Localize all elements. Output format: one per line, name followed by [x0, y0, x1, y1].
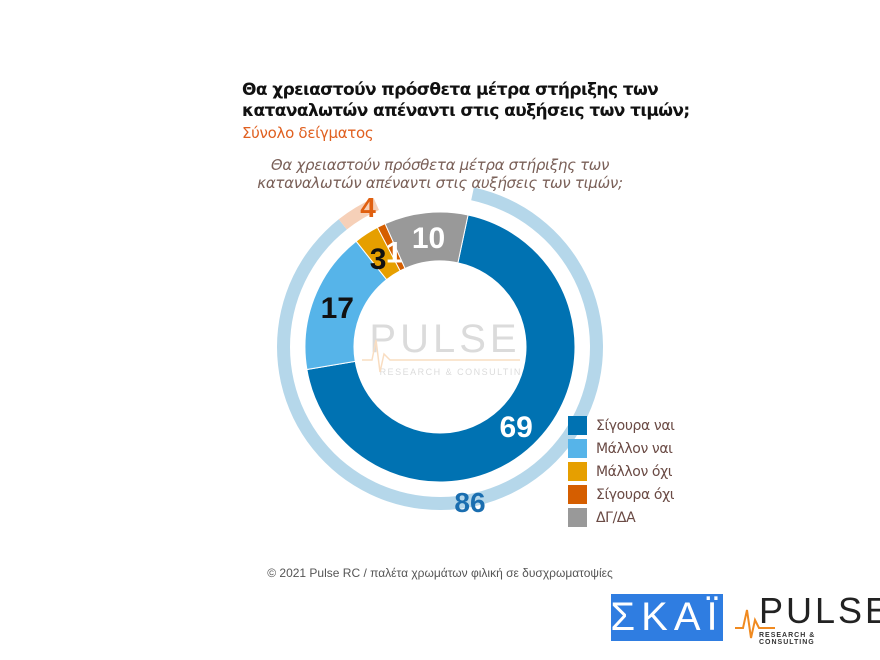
inner-slice: [384, 211, 469, 270]
legend-label: Σίγουρα ναι: [596, 417, 675, 434]
legend-label: Μάλλον ναι: [596, 440, 673, 457]
legend-swatch: [568, 416, 587, 435]
outer-data-label: 4: [360, 192, 376, 223]
legend-item: Σίγουρα ναι: [568, 414, 675, 437]
skai-logo-text: ΣΚΑΪ: [610, 595, 724, 639]
legend-item: ΔΓ/ΔΑ: [568, 506, 675, 529]
inner-data-label: 69: [499, 411, 532, 444]
pulse-logo-text: PULSE: [759, 590, 880, 631]
legend-swatch: [568, 485, 587, 504]
page-title: Θα χρειαστούν πρόσθετα μέτρα στήριξης τω…: [242, 80, 690, 122]
legend-item: Μάλλον όχι: [568, 460, 675, 483]
legend-label: Μάλλον όχι: [596, 463, 673, 480]
legend-label: ΔΓ/ΔΑ: [596, 509, 636, 526]
legend-swatch: [568, 439, 587, 458]
outer-slice: [338, 198, 379, 230]
pulse-wave-icon: [735, 609, 775, 639]
inner-data-label: 17: [321, 292, 354, 325]
outer-data-label: 86: [454, 487, 485, 518]
chart-title-line: καταναλωτών απέναντι στις αυξήσεις των τ…: [257, 174, 623, 192]
subtitle: Σύνολο δείγματος: [242, 124, 374, 142]
inner-slice: [306, 214, 576, 483]
legend-swatch: [568, 508, 587, 527]
legend-item: Μάλλον ναι: [568, 437, 675, 460]
watermark: PULSE RESEARCH & CONSULTING: [362, 317, 531, 377]
pulse-logo-tagline: RESEARCH & CONSULTING: [759, 632, 816, 646]
legend-label: Σίγουρα όχι: [596, 486, 675, 503]
title-line: καταναλωτών απέναντι στις αυξήσεις των τ…: [242, 101, 690, 121]
skai-logo: ΣΚΑΪ: [610, 594, 724, 641]
legend-swatch: [568, 462, 587, 481]
chart-title-line: Θα χρειαστούν πρόσθετα μέτρα στήριξης τω…: [270, 156, 610, 174]
inner-data-label: 3: [370, 243, 387, 276]
legend-item: Σίγουρα όχι: [568, 483, 675, 506]
watermark-pulse-line: [362, 339, 520, 373]
legend: Σίγουρα ναι Μάλλον ναι Μάλλον όχι Σίγουρα ό…: [568, 414, 675, 529]
pulse-logo: PULSE RESEARCH & CONSULTING: [735, 590, 880, 646]
title-line: Θα χρειαστούν πρόσθετα μέτρα στήριξης τω…: [242, 80, 659, 100]
chart-title: Θα χρειαστούν πρόσθετα μέτρα στήριξης τω…: [240, 156, 640, 192]
footer: © 2021 Pulse RC / παλέτα χρωμάτων φιλική…: [267, 566, 613, 580]
inner-data-label: 1: [386, 236, 403, 269]
watermark-tagline: RESEARCH & CONSULTING: [380, 367, 531, 377]
watermark-name: PULSE: [369, 317, 520, 361]
inner-data-label: 10: [412, 222, 445, 255]
